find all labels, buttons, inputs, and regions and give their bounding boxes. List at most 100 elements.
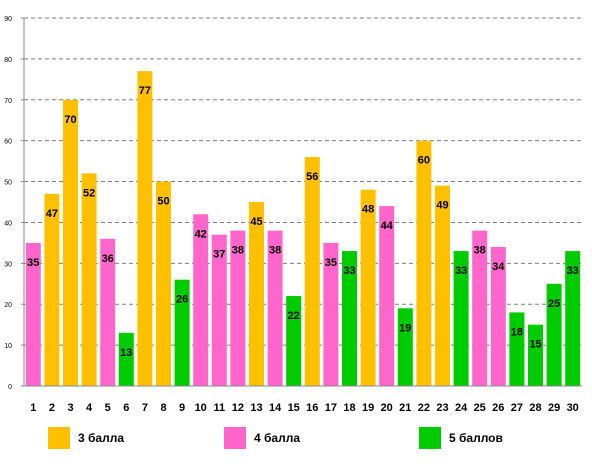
bar	[25, 242, 41, 386]
x-tick-label: 5	[105, 402, 111, 414]
x-tick-label: 27	[511, 402, 523, 414]
bar	[397, 308, 413, 386]
data-label: 70	[64, 114, 76, 126]
x-tick-label: 1	[30, 402, 36, 414]
data-label: 26	[176, 294, 188, 306]
x-tick-label: 28	[529, 402, 541, 414]
bar	[118, 332, 134, 386]
bar	[249, 202, 264, 386]
legend-swatch-3	[48, 427, 70, 449]
y-tick-label: 90	[4, 16, 12, 23]
y-tick-label: 60	[4, 139, 12, 146]
bar	[63, 99, 78, 387]
x-tick-label: 13	[250, 402, 262, 414]
bar	[453, 251, 469, 386]
legend-label-4: 4 балла	[254, 431, 301, 445]
x-axis-ticks: 1 2 3 4 5 6 7 8 9 10 11 12 13 14 15 16 17 18 19 20 21 22 23 24 2…	[30, 402, 579, 414]
x-tick-label: 19	[362, 402, 374, 414]
y-tick-label: 20	[4, 302, 12, 309]
bar	[509, 312, 525, 386]
data-label: 38	[232, 245, 244, 257]
data-label: 22	[288, 310, 300, 322]
y-tick-label: 80	[4, 57, 12, 64]
y-axis-ticks: 0 10 20 30 40 50 60 70 80 90	[4, 16, 24, 391]
x-tick-label: 16	[306, 402, 318, 414]
data-label: 25	[548, 298, 560, 310]
data-label: 15	[529, 339, 541, 351]
data-label: 47	[46, 208, 58, 220]
x-tick-label: 20	[381, 402, 393, 414]
x-tick-label: 29	[548, 402, 560, 414]
data-label: 60	[418, 155, 430, 167]
data-label: 34	[492, 261, 505, 273]
x-tick-label: 22	[418, 402, 430, 414]
data-label: 52	[83, 187, 95, 199]
y-tick-label: 70	[4, 98, 12, 105]
y-tick-label: 0	[8, 384, 12, 391]
bar	[100, 238, 116, 386]
x-tick-label: 4	[86, 402, 93, 414]
legend-swatch-5	[419, 427, 441, 449]
bar	[230, 230, 246, 386]
y-tick-label: 50	[4, 180, 12, 187]
legend-swatch-4	[224, 427, 246, 449]
y-tick-label: 40	[4, 220, 12, 227]
bar	[546, 283, 562, 386]
x-tick-label: 2	[49, 402, 55, 414]
bar	[565, 251, 581, 386]
x-tick-label: 3	[67, 402, 73, 414]
x-tick-label: 12	[232, 402, 244, 414]
data-label: 77	[139, 85, 151, 97]
data-label: 35	[325, 257, 337, 269]
bar	[193, 214, 209, 386]
y-tick-label: 10	[4, 343, 12, 350]
bar	[156, 181, 171, 386]
data-label: 42	[195, 228, 207, 240]
x-tick-label: 11	[213, 402, 225, 414]
bar	[81, 173, 97, 386]
bar	[379, 206, 395, 386]
bar	[44, 193, 60, 386]
bar	[472, 230, 488, 386]
bar	[137, 71, 153, 387]
legend-label-5: 5 баллов	[449, 431, 503, 445]
x-tick-label: 21	[399, 402, 411, 414]
gridlines	[24, 17, 582, 346]
data-label: 45	[250, 216, 262, 228]
x-tick-label: 18	[343, 402, 355, 414]
bar	[323, 242, 339, 386]
data-label: 36	[102, 253, 114, 265]
data-label: 56	[306, 171, 318, 183]
x-tick-label: 7	[142, 402, 148, 414]
data-label: 50	[157, 196, 169, 208]
legend-item-5: 5 баллов	[419, 427, 503, 449]
bar	[211, 234, 227, 386]
data-label: 48	[362, 204, 374, 216]
data-label: 33	[455, 265, 467, 277]
bar	[286, 296, 302, 386]
bar	[416, 140, 432, 386]
data-label: 35	[27, 257, 39, 269]
data-label: 13	[120, 347, 132, 359]
bar	[360, 189, 376, 386]
legend-item-3: 3 балла	[48, 427, 124, 449]
x-tick-label: 14	[269, 402, 282, 414]
data-label: 38	[474, 245, 486, 257]
data-label: 49	[436, 200, 448, 212]
y-tick-label: 30	[4, 261, 12, 268]
x-tick-label: 30	[567, 402, 579, 414]
data-label: 38	[269, 245, 281, 257]
data-label: 18	[511, 326, 523, 338]
bar	[435, 185, 450, 386]
x-tick-label: 15	[288, 402, 300, 414]
bar	[304, 157, 320, 386]
data-label: 33	[343, 265, 355, 277]
data-label: 19	[399, 322, 411, 334]
legend-item-4: 4 балла	[224, 427, 300, 449]
bar	[342, 251, 357, 386]
x-tick-label: 25	[474, 402, 486, 414]
x-tick-label: 26	[492, 402, 504, 414]
x-tick-label: 23	[436, 402, 448, 414]
bar	[528, 324, 543, 386]
